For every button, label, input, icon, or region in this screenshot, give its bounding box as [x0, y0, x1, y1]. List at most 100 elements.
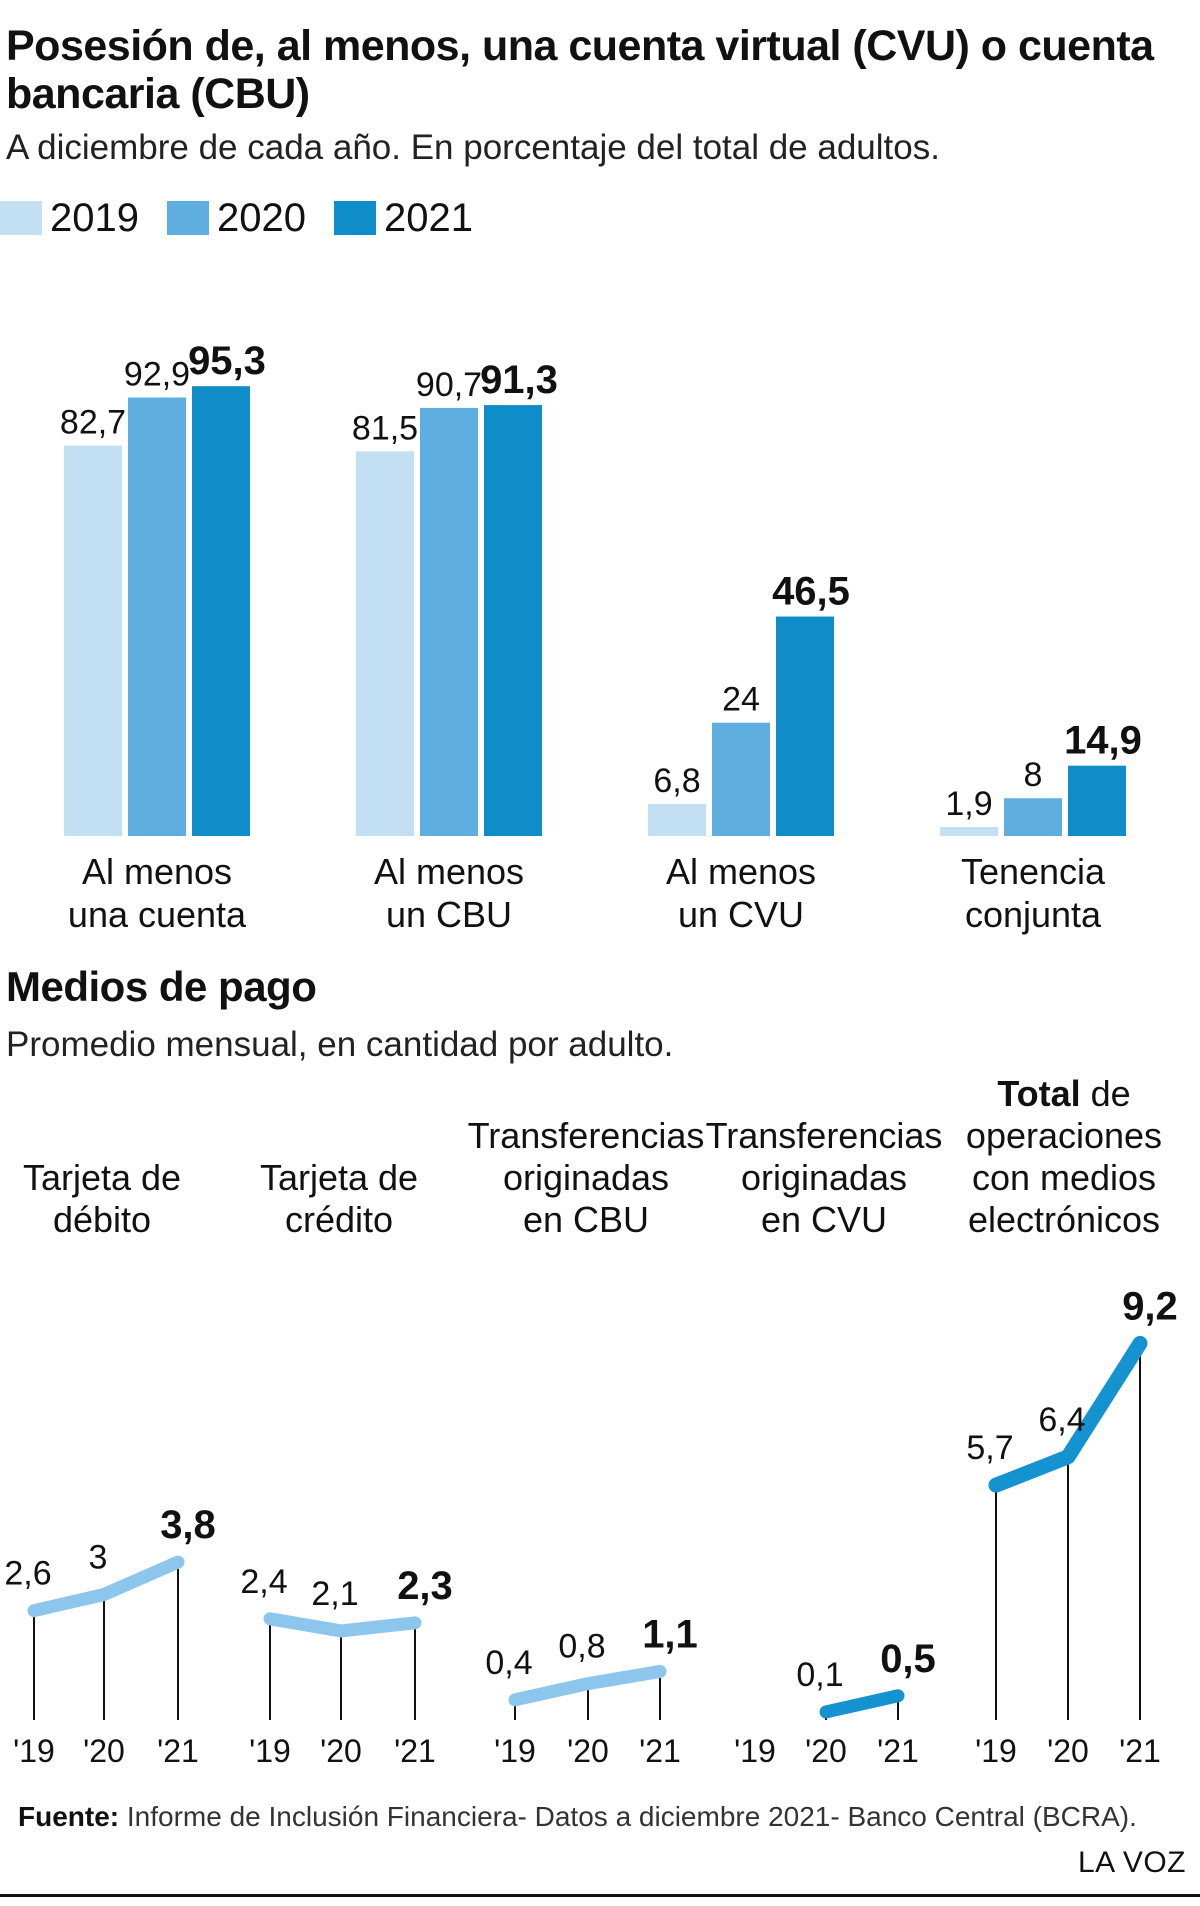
- point-value-label: 2,1: [311, 1575, 358, 1613]
- x-tick-label: '19: [975, 1733, 1017, 1769]
- bar-value-label: 14,9: [1064, 719, 1142, 763]
- bar-2019-3: [648, 803, 706, 836]
- legend-swatch-2021: [333, 201, 376, 235]
- bar-value-label: 92,9: [124, 356, 190, 394]
- bar-2021-2: [484, 405, 542, 836]
- bar-value-label: 46,5: [772, 570, 850, 614]
- x-tick-label: '20: [567, 1733, 609, 1769]
- point-value-label: 2,3: [397, 1564, 453, 1608]
- category-label: una cuenta: [68, 894, 247, 935]
- panel-title: débito: [53, 1199, 151, 1240]
- panel-title: Tarjeta de: [23, 1157, 181, 1198]
- category-label: conjunta: [965, 894, 1102, 935]
- x-tick-label: '19: [734, 1733, 776, 1769]
- panel-title-bold: Total: [997, 1073, 1080, 1114]
- x-tick-label: '20: [1047, 1733, 1089, 1769]
- category-label: un CVU: [678, 894, 804, 935]
- legend-label-2020: 2020: [216, 196, 306, 240]
- bottom-rule: [0, 1894, 1200, 1897]
- section-subtitle-medios-de-pago: Promedio mensual, en cantidad por adulto…: [6, 1025, 674, 1064]
- series-line: [819, 1689, 905, 1719]
- legend: 2019 2020 2021: [0, 196, 501, 240]
- bar-value-label: 24: [722, 681, 760, 719]
- point-value-label: 0,5: [880, 1637, 936, 1681]
- point-value-label: 3: [89, 1539, 108, 1577]
- legend-label-2019: 2019: [50, 196, 139, 240]
- bar-value-label: 81,5: [352, 409, 418, 447]
- x-tick-label: '20: [320, 1733, 362, 1769]
- bar-2019-2: [356, 451, 414, 836]
- bar-2021-4: [1068, 765, 1126, 836]
- point-value-label: 1,1: [642, 1612, 698, 1656]
- bar-2021-3: [776, 616, 834, 836]
- panel-title: originadas: [503, 1157, 669, 1198]
- panel-title: crédito: [285, 1199, 393, 1240]
- bar-value-label: 8: [1024, 756, 1043, 794]
- category-label: Tenencia: [961, 851, 1106, 892]
- bar-value-label: 82,7: [60, 404, 126, 442]
- point-value-label: 5,7: [966, 1429, 1013, 1467]
- x-tick-label: '21: [639, 1733, 681, 1769]
- legend-label-2021: 2021: [383, 196, 473, 240]
- bar-2019-4: [940, 827, 998, 836]
- legend-item-2021: 2021: [333, 196, 473, 240]
- source-note: Fuente: Informe de Inclusión Financiera-…: [18, 1800, 1137, 1834]
- point-value-label: 6,4: [1038, 1401, 1085, 1439]
- category-label: Al menos: [82, 851, 232, 892]
- chart-subtitle: A diciembre de cada año. En porcentaje d…: [6, 128, 940, 167]
- x-tick-label: '19: [13, 1733, 55, 1769]
- point-value-label: 2,4: [240, 1563, 287, 1601]
- bar-2019-1: [64, 445, 122, 836]
- panel-title: Tarjeta de: [260, 1157, 418, 1198]
- point-value-label: 9,2: [1122, 1284, 1178, 1328]
- point-value-label: 0,8: [558, 1628, 605, 1666]
- legend-item-2020: 2020: [166, 196, 306, 240]
- bar-2020-4: [1004, 798, 1062, 836]
- bar-value-label: 90,7: [416, 366, 482, 404]
- series-line: [988, 1335, 1148, 1493]
- x-tick-label: '21: [1119, 1733, 1161, 1769]
- point-value-label: 0,4: [485, 1644, 532, 1682]
- bar-value-label: 91,3: [480, 358, 558, 402]
- category-label: Al menos: [374, 851, 524, 892]
- bar-value-label: 6,8: [653, 762, 700, 800]
- x-tick-label: '20: [83, 1733, 125, 1769]
- x-tick-label: '21: [157, 1733, 199, 1769]
- panel-title: en CVU: [761, 1199, 887, 1240]
- bar-value-label: 1,9: [945, 785, 992, 823]
- point-value-label: 3,8: [160, 1503, 216, 1547]
- point-value-label: 0,1: [796, 1656, 843, 1694]
- panel-title: en CBU: [523, 1199, 649, 1240]
- x-tick-label: '19: [494, 1733, 536, 1769]
- series-line: [508, 1664, 667, 1707]
- panel-title-rest: de: [1081, 1073, 1131, 1114]
- x-tick-label: '21: [877, 1733, 919, 1769]
- category-label: un CBU: [386, 894, 512, 935]
- chart-title: Posesión de, al menos, una cuenta virtua…: [6, 22, 1154, 118]
- x-tick-label: '21: [394, 1733, 436, 1769]
- panel-title: originadas: [741, 1157, 907, 1198]
- panel-title: Total de: [997, 1073, 1130, 1114]
- point-value-label: 2,6: [4, 1555, 51, 1593]
- source-label: Fuente:: [18, 1801, 120, 1832]
- source-text: Informe de Inclusión Financiera- Datos a…: [119, 1801, 1137, 1832]
- panel-title: operaciones: [966, 1115, 1162, 1156]
- panel-title: Transferencias: [468, 1115, 705, 1156]
- x-tick-label: '20: [805, 1733, 847, 1769]
- bar-value-label: 95,3: [188, 339, 266, 383]
- bar-2020-1: [128, 397, 186, 836]
- brand-logo-text: LA VOZ: [1077, 1846, 1186, 1879]
- panel-title: con medios: [972, 1157, 1156, 1198]
- series-line: [27, 1555, 185, 1618]
- bar-2021-1: [192, 386, 250, 836]
- legend-swatch-2020: [166, 201, 209, 235]
- bar-2020-2: [420, 407, 478, 836]
- bar-2020-3: [712, 722, 770, 836]
- legend-item-2019: 2019: [0, 198, 139, 238]
- x-tick-label: '19: [249, 1733, 291, 1769]
- section-title-medios-de-pago: Medios de pago: [6, 963, 317, 1010]
- series-line: [263, 1612, 422, 1638]
- legend-swatch-2019: [0, 201, 42, 235]
- panel-title: electrónicos: [968, 1199, 1160, 1240]
